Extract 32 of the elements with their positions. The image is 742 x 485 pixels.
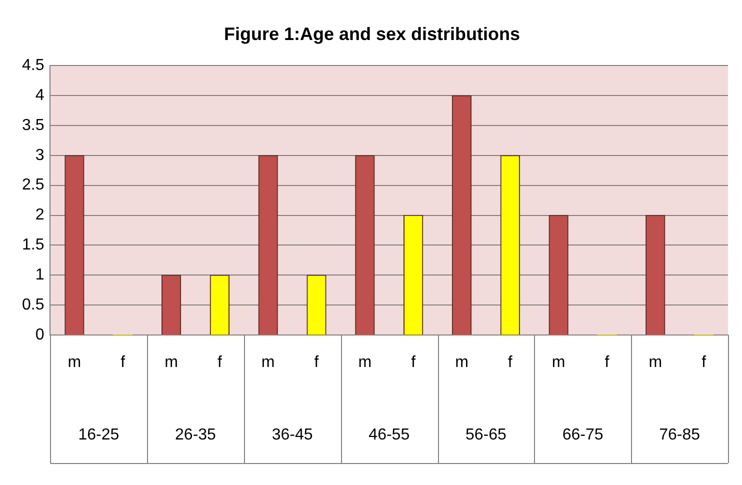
text: 46-55 bbox=[368, 426, 410, 444]
y-tick-label: 1.5 bbox=[22, 236, 44, 254]
x-tick-label: f bbox=[120, 354, 126, 372]
y-tick-label: 4.5 bbox=[22, 57, 44, 74]
y-tick-label: 3.5 bbox=[22, 116, 44, 134]
x-tick-label: f bbox=[702, 354, 707, 372]
x-tick-label: m bbox=[164, 354, 178, 372]
x-tick-label: m bbox=[455, 354, 468, 372]
x-tick-label: m bbox=[648, 354, 662, 372]
x-tick-label: f bbox=[217, 354, 222, 372]
y-tick-label: 2.5 bbox=[22, 176, 44, 194]
chart-title: Figure 1:Age and sex distributions bbox=[224, 24, 520, 44]
text: 36-45 bbox=[272, 426, 313, 444]
x-tick-label: m bbox=[68, 354, 82, 372]
y-tick-label: 4 bbox=[35, 86, 44, 104]
text: 76-85 bbox=[659, 426, 700, 444]
y-tick-label: 0.5 bbox=[22, 296, 44, 314]
y-tick-label: 0 bbox=[35, 326, 44, 344]
text: 16-25 bbox=[78, 426, 120, 444]
y-tick-label: 2 bbox=[35, 206, 44, 224]
y-tick-label: 1 bbox=[35, 266, 44, 284]
x-tick-label: m bbox=[261, 354, 275, 372]
y-tick-label: 3 bbox=[35, 146, 44, 164]
x-tick-label: f bbox=[411, 354, 416, 372]
x-tick-label: f bbox=[508, 354, 513, 372]
x-tick-label: f bbox=[314, 354, 320, 372]
x-tick-label: f bbox=[604, 354, 610, 372]
x-tick-label: m bbox=[358, 354, 372, 372]
text: 26-35 bbox=[175, 426, 216, 444]
x-tick-label: m bbox=[552, 354, 566, 372]
text: 56-65 bbox=[465, 426, 507, 444]
text: 66-75 bbox=[562, 426, 604, 444]
